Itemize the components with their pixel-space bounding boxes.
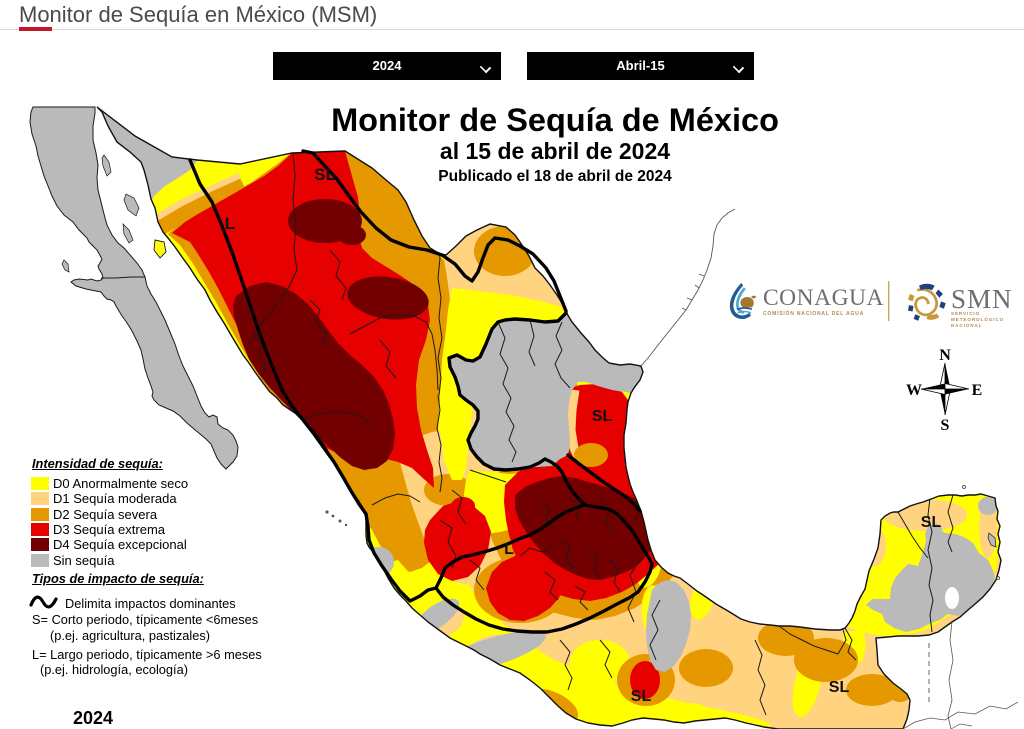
svg-text:SL: SL [829,679,850,696]
svg-text:SERVICIO: SERVICIO [951,311,980,316]
svg-text:SL: SL [592,408,613,425]
svg-text:L: L [225,214,235,233]
svg-text:CONAGUA: CONAGUA [763,285,884,311]
svg-text:L: L [504,541,514,558]
svg-text:W: W [906,382,922,399]
svg-text:SMN: SMN [951,284,1013,314]
svg-text:SL: SL [921,514,942,531]
svg-text:METEOROLÓGICO: METEOROLÓGICO [951,315,1004,322]
svg-text:NACIONAL: NACIONAL [951,323,982,328]
svg-text:SL: SL [314,165,336,184]
svg-text:SL: SL [631,688,652,705]
svg-text:E: E [972,382,983,399]
svg-text:N: N [939,347,951,364]
svg-text:S: S [941,417,950,434]
svg-text:COMISIÓN NACIONAL DEL AGUA: COMISIÓN NACIONAL DEL AGUA [763,309,864,317]
